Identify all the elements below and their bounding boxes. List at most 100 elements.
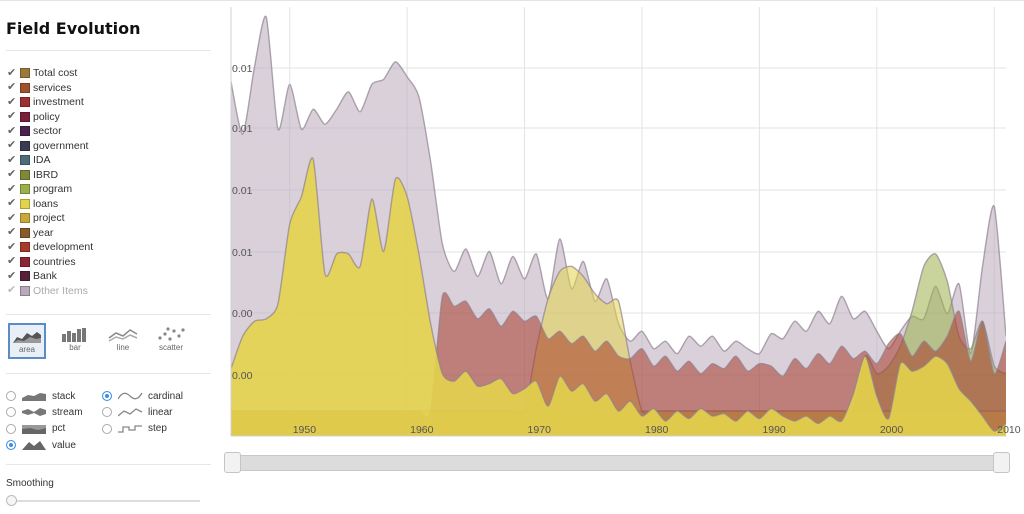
color-swatch: [20, 126, 30, 137]
line-chart-icon: [104, 326, 142, 342]
cardinal-icon: [118, 392, 143, 400]
series-line-loans: [231, 157, 1006, 432]
y-tick-label: 0.01: [232, 123, 253, 135]
legend-item-label: year: [33, 226, 54, 239]
option-pct[interactable]: pct: [6, 421, 83, 437]
chart-type-area-button[interactable]: area: [8, 323, 46, 359]
color-swatch: [20, 256, 30, 267]
legend-item-label: loans: [33, 197, 59, 210]
value-icon: [22, 441, 46, 451]
option-label: linear: [148, 406, 173, 418]
check-icon: ✔: [7, 153, 17, 166]
legend-item-label: IBRD: [33, 168, 59, 181]
smoothing-slider-handle[interactable]: [6, 495, 17, 506]
range-slider-left-handle[interactable]: [224, 452, 241, 473]
x-tick-label: 1960: [410, 424, 434, 436]
range-slider-right-handle[interactable]: [993, 452, 1010, 473]
sidebar: Field Evolution ✔ Total cost ✔ services ✔ inv…: [0, 0, 215, 514]
bar-chart-icon: [56, 326, 94, 342]
chart-type-scatter-button[interactable]: scatter: [152, 323, 190, 359]
legend-item[interactable]: ✔ year: [7, 226, 93, 241]
option-label: stream: [52, 406, 83, 418]
check-icon: ✔: [7, 240, 17, 253]
legend-item-label: Total cost: [33, 67, 78, 80]
color-swatch: [20, 140, 30, 151]
legend-item[interactable]: ✔ investment: [7, 95, 93, 110]
radio-button[interactable]: [102, 391, 112, 402]
step-icon: [118, 425, 142, 433]
legend-item[interactable]: ✔ project: [7, 211, 93, 226]
radio-button[interactable]: [6, 440, 16, 451]
legend-item-label: Bank: [33, 270, 57, 283]
legend-item[interactable]: ✔ development: [7, 240, 93, 255]
radio-button[interactable]: [6, 407, 16, 418]
radio-button[interactable]: [6, 423, 16, 434]
legend-item-label: program: [33, 183, 73, 196]
option-label: value: [52, 439, 76, 451]
option-stack[interactable]: stack: [6, 388, 83, 404]
legend-item[interactable]: ✔ IDA: [7, 153, 93, 168]
legend-item[interactable]: ✔ policy: [7, 110, 93, 125]
legend-item[interactable]: ✔ loans: [7, 197, 93, 212]
divider: [6, 314, 211, 315]
y-tick-label: 0.00: [232, 308, 253, 320]
check-icon: ✔: [7, 197, 17, 210]
legend-item[interactable]: ✔ Bank: [7, 269, 93, 284]
smoothing-track[interactable]: [10, 500, 200, 502]
color-swatch: [20, 97, 30, 108]
option-cardinal[interactable]: cardinal: [102, 388, 183, 404]
series-area-loans[interactable]: [231, 157, 1006, 438]
series-area-program[interactable]: [231, 266, 1006, 438]
legend-item-label: Other Items: [33, 284, 88, 297]
radio-button[interactable]: [6, 391, 16, 402]
legend-item[interactable]: ✔ Total cost: [7, 66, 93, 81]
offset-options: stack stream pct value: [6, 388, 83, 453]
legend-item[interactable]: ✔ government: [7, 139, 93, 154]
chart-type-line-button[interactable]: line: [104, 323, 142, 359]
x-tick-label: 2010: [997, 424, 1021, 436]
chart-type-label: bar: [69, 343, 81, 352]
legend-item[interactable]: ✔ program: [7, 182, 93, 197]
range-slider-track[interactable]: [230, 455, 1008, 471]
legend-item-label: policy: [33, 110, 60, 123]
divider: [6, 50, 211, 51]
legend-item[interactable]: ✔ Other Items: [7, 284, 93, 299]
legend-item[interactable]: ✔ services: [7, 81, 93, 96]
chart-type-selector: area bar line scatter: [8, 323, 200, 359]
legend-item[interactable]: ✔ countries: [7, 255, 93, 270]
x-tick-label: 1950: [293, 424, 317, 436]
color-swatch: [20, 111, 30, 122]
radio-button[interactable]: [102, 407, 112, 418]
legend: ✔ Total cost ✔ services ✔ investment ✔ policy ✔ s…: [7, 66, 93, 298]
radio-button[interactable]: [102, 423, 112, 434]
legend-item-label: countries: [33, 255, 76, 268]
option-step[interactable]: step: [102, 421, 183, 437]
check-icon: ✔: [7, 211, 17, 224]
chart-type-bar-button[interactable]: bar: [56, 323, 94, 359]
option-label: step: [148, 423, 167, 435]
color-swatch: [20, 155, 30, 166]
legend-item[interactable]: ✔ sector: [7, 124, 93, 139]
color-swatch: [20, 213, 30, 224]
option-linear[interactable]: linear: [102, 404, 183, 420]
option-value[interactable]: value: [6, 437, 83, 453]
y-tick-label: 0.01: [232, 185, 253, 197]
legend-item[interactable]: ✔ IBRD: [7, 168, 93, 183]
check-icon: ✔: [7, 182, 17, 195]
check-icon: ✔: [7, 110, 17, 123]
divider: [6, 373, 211, 374]
check-icon: ✔: [7, 66, 17, 79]
legend-item-label: sector: [33, 125, 62, 138]
check-icon: ✔: [7, 226, 17, 239]
smoothing-label: Smoothing: [6, 478, 54, 489]
stack-icon: [22, 393, 46, 402]
legend-item-label: services: [33, 81, 72, 94]
color-swatch: [20, 184, 30, 195]
check-icon: ✔: [7, 124, 17, 137]
option-stream[interactable]: stream: [6, 404, 83, 420]
option-label: pct: [52, 423, 66, 435]
pct-icon: [22, 424, 46, 434]
series-area-development[interactable]: [231, 292, 1006, 438]
check-icon: ✔: [7, 168, 17, 181]
y-tick-label: 0.00: [232, 370, 253, 382]
